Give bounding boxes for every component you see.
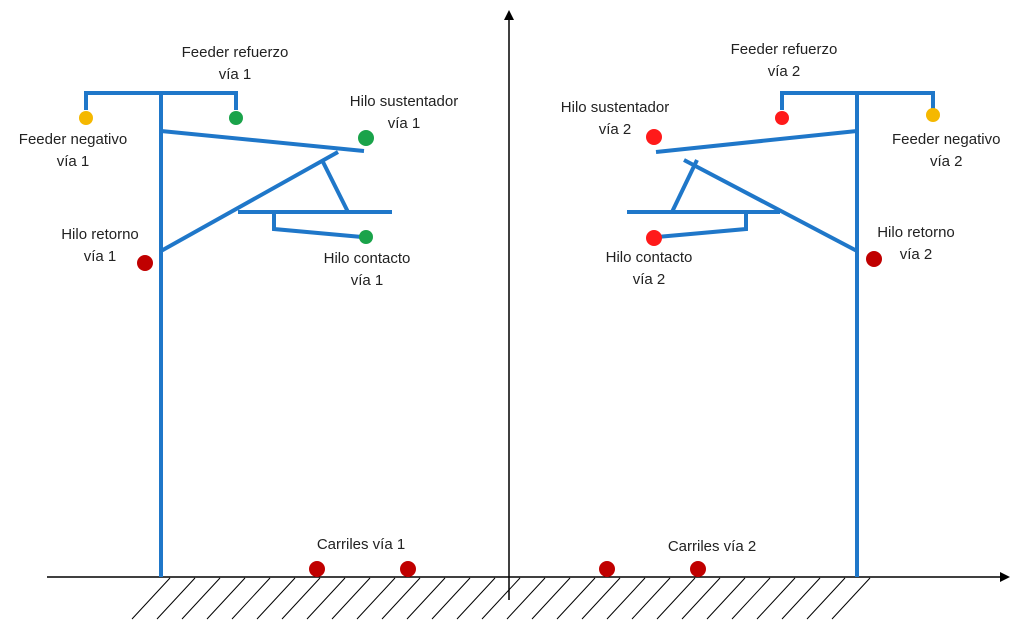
hatch-line	[131, 577, 171, 620]
mast-2-upper-arm	[655, 129, 858, 154]
hatch-line	[831, 577, 871, 620]
hatch-line	[156, 577, 196, 620]
hatch-line	[806, 577, 846, 620]
hatch-line	[656, 577, 696, 620]
mast-2-feeder-crossarm	[780, 91, 935, 110]
label-hilo-contacto-2: Hilo contacto vía 2	[605, 249, 693, 288]
label-hilo-sustentador-2: Hilo sustentador vía 2	[560, 99, 670, 138]
hatch-line	[606, 577, 646, 620]
feeder-negativo-1-dot	[79, 111, 93, 125]
hatch-line	[231, 577, 271, 620]
label-hilo-retorno-2: Hilo retorno vía 2	[877, 224, 955, 263]
mast-1-vertical-brace	[320, 159, 350, 213]
hatch-line	[581, 577, 621, 620]
carril-1a-dot	[309, 561, 325, 577]
mast-1-feeder-crossarm	[84, 91, 238, 110]
hatch-line	[356, 577, 396, 620]
label-hilo-retorno-1: Hilo retorno vía 1	[61, 226, 139, 265]
label-feeder-negativo-1: Feeder negativo vía 1	[18, 131, 128, 170]
mast-2-steady-arm	[656, 212, 748, 239]
hilo-sustentador-1-dot	[358, 130, 374, 146]
hatch-line	[531, 577, 571, 620]
hilo-sustentador-2-dot	[646, 129, 662, 145]
feeder-negativo-2-dot	[926, 108, 940, 122]
label-carriles-2: Carriles vía 2	[667, 538, 757, 555]
hatch-line	[206, 577, 246, 620]
label-feeder-negativo-2: Feeder negativo vía 2	[892, 131, 1001, 170]
hatch-line	[381, 577, 421, 620]
hatch-line	[506, 577, 546, 620]
mast-2-lower-strut	[683, 158, 858, 253]
label-hilo-sustentador-1: Hilo sustentador vía 1	[349, 93, 459, 132]
hatch-line	[256, 577, 296, 620]
hilo-contacto-2-dot	[646, 230, 662, 246]
carril-2a-dot	[599, 561, 615, 577]
hatch-line	[431, 577, 471, 620]
hatch-line	[756, 577, 796, 620]
hatch-line	[631, 577, 671, 620]
hatch-line	[331, 577, 371, 620]
carril-1b-dot	[400, 561, 416, 577]
hatch-line	[281, 577, 321, 620]
hilo-retorno-2-dot	[866, 251, 882, 267]
mast-1-upper-arm	[160, 129, 365, 153]
mast-track-1	[84, 91, 392, 577]
hatch-line	[306, 577, 346, 620]
feeder-refuerzo-1-dot	[229, 111, 243, 125]
feeder-refuerzo-2-dot	[775, 111, 789, 125]
label-hilo-contacto-1: Hilo contacto vía 1	[323, 250, 411, 289]
mast-2-vertical-brace	[670, 159, 699, 213]
hatch-line	[706, 577, 746, 620]
hatch-line	[781, 577, 821, 620]
hilo-contacto-1-dot	[359, 230, 373, 244]
hatch-line	[481, 577, 521, 620]
ground-hatching	[131, 577, 871, 620]
hatch-line	[181, 577, 221, 620]
hatch-line	[731, 577, 771, 620]
hatch-line	[406, 577, 446, 620]
mast-1-lower-strut	[160, 150, 339, 253]
label-feeder-refuerzo-2: Feeder refuerzo vía 2	[730, 41, 838, 80]
hatch-line	[681, 577, 721, 620]
hilo-retorno-1-dot	[137, 255, 153, 271]
hatch-line	[456, 577, 496, 620]
label-carriles-1: Carriles vía 1	[316, 536, 406, 553]
mast-1-steady-arm	[272, 212, 363, 239]
carril-2b-dot	[690, 561, 706, 577]
label-feeder-refuerzo-1: Feeder refuerzo vía 1	[181, 44, 289, 83]
mast-track-2	[627, 91, 935, 577]
hatch-line	[556, 577, 596, 620]
